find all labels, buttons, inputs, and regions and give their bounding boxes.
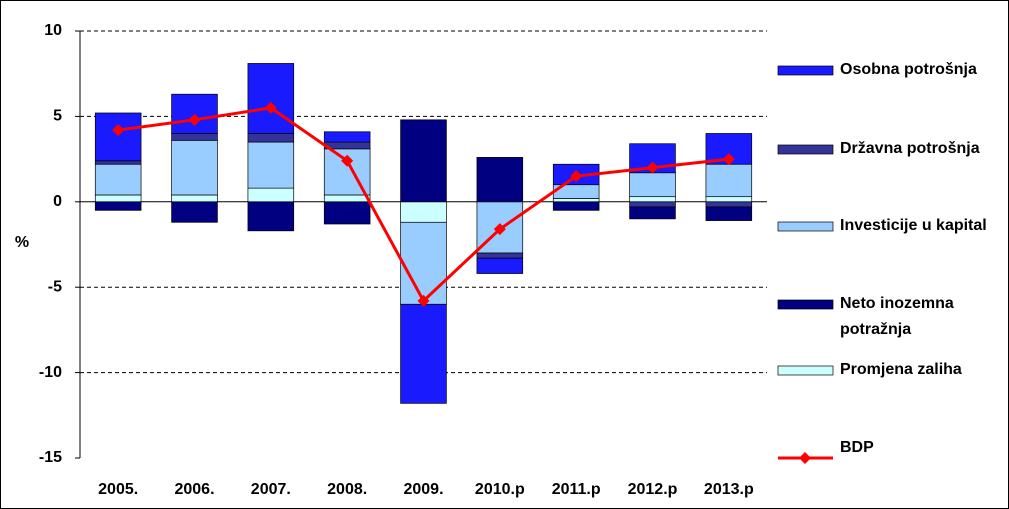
y-tick-label: -10 [39,364,62,381]
x-tick-label: 2010.p [475,481,525,498]
bar [323,194,371,203]
bar [247,201,295,232]
line-marker [264,101,277,114]
bar [247,187,295,203]
bar [476,157,524,203]
legend-label: Promjena zaliha [840,361,962,378]
line-marker [493,223,506,236]
legend-swatch [777,221,834,232]
bar [94,112,142,162]
legend-label: Državna potrošnja [840,140,980,157]
y-axis-label: % [15,234,29,251]
line-marker [722,153,735,166]
bar [476,257,524,274]
bar [705,163,753,198]
bar [94,160,142,165]
bar [247,133,295,143]
bar [629,201,676,208]
legend-label: Osobna potrošnja [840,61,977,78]
y-tick-label: -5 [48,278,62,295]
line-marker [646,161,659,174]
legend-label: Neto inozemna potražnja [840,295,954,338]
x-tick-label: 2007. [251,481,291,498]
bar [552,198,600,203]
legend-swatch [777,299,834,310]
bar [171,133,218,141]
x-tick-label: 2006. [174,481,214,498]
x-tick-label: 2008. [327,481,367,498]
bar [705,201,753,208]
x-tick-label: 2013.p [704,481,754,498]
line-marker [341,154,354,167]
line-marker [188,113,201,126]
x-tick-label: 2009. [403,481,443,498]
bar [94,194,142,203]
legend-swatch [777,144,834,155]
legend-label: Investicije u kapital [840,217,987,234]
bar [629,172,676,198]
y-tick-label: 0 [53,193,62,210]
bar [400,201,447,223]
bar [94,201,142,211]
bar [705,133,753,165]
bar [476,252,524,259]
line-marker [112,124,125,137]
bar [629,196,676,203]
bar [705,206,753,221]
bar [552,201,600,211]
legend-swatch [777,365,834,376]
y-tick-label: -15 [39,449,62,466]
bar [247,63,295,134]
bar [629,206,676,220]
bar [705,196,753,203]
x-tick-label: 2012.p [628,481,678,498]
bar [323,201,371,225]
bar [171,194,218,203]
x-tick-label: 2011.p [552,481,601,498]
y-tick-label: 10 [44,22,62,39]
y-tick-label: 5 [53,108,62,125]
bar [400,119,447,203]
legend-swatch [777,65,834,76]
bar [94,163,142,196]
line-marker [417,294,430,307]
legend-label: BDP [840,439,874,456]
x-tick-label: 2005. [98,481,138,498]
bar [171,201,218,223]
bar [400,303,447,404]
bar [247,141,295,189]
bar [323,131,371,143]
bar [400,221,447,305]
bar [171,139,218,196]
bar [323,141,371,150]
legend-marker [799,452,811,464]
line-marker [570,170,583,183]
